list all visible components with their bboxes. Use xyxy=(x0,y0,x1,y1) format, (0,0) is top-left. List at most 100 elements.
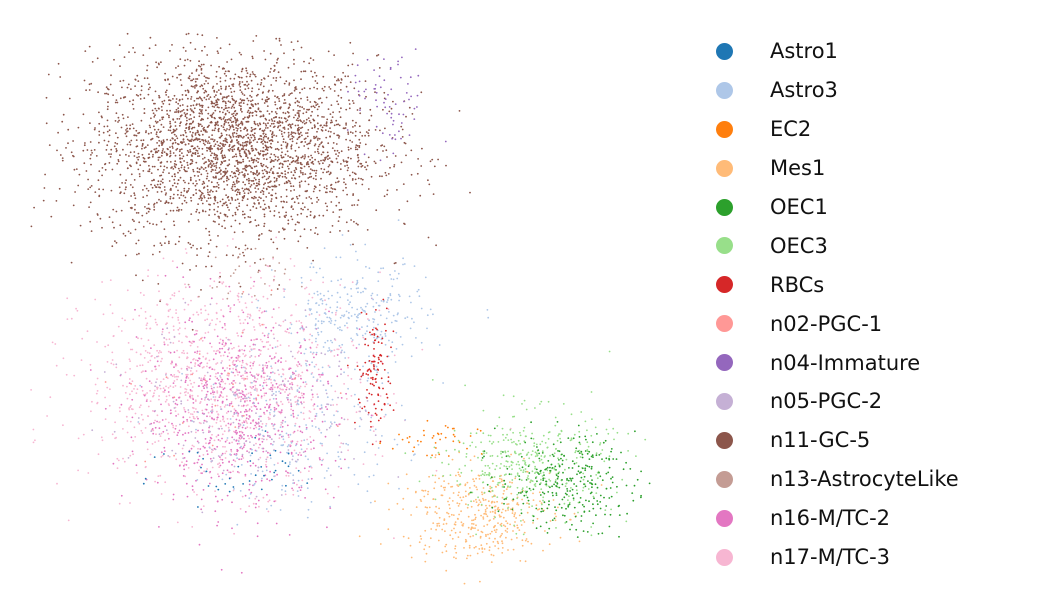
data-point xyxy=(152,112,155,115)
data-point xyxy=(169,109,172,112)
data-point xyxy=(278,390,280,393)
data-point xyxy=(307,163,310,166)
data-point xyxy=(231,527,233,530)
data-point xyxy=(205,170,208,172)
data-point xyxy=(189,395,191,398)
data-point xyxy=(202,180,205,183)
data-point xyxy=(296,351,299,354)
data-point xyxy=(192,244,195,247)
data-point xyxy=(236,332,239,335)
data-point xyxy=(279,76,282,79)
data-point xyxy=(305,428,308,431)
data-point xyxy=(205,140,207,143)
data-point xyxy=(343,286,346,289)
data-point xyxy=(249,209,252,212)
data-point xyxy=(314,151,316,153)
data-point xyxy=(235,135,238,138)
data-point xyxy=(134,78,137,81)
data-point xyxy=(249,315,252,317)
data-point xyxy=(308,313,311,316)
data-point xyxy=(215,302,218,305)
data-point xyxy=(250,287,252,290)
data-point xyxy=(292,185,295,188)
data-point xyxy=(200,382,203,385)
data-point xyxy=(189,176,192,179)
data-point xyxy=(304,156,306,158)
data-point xyxy=(343,371,345,374)
data-point xyxy=(287,167,290,170)
data-point xyxy=(136,365,139,367)
data-point xyxy=(135,351,138,354)
data-point xyxy=(280,130,283,133)
data-point xyxy=(213,116,216,119)
data-point xyxy=(165,385,167,388)
data-point xyxy=(211,113,214,116)
data-point xyxy=(337,123,340,126)
data-point xyxy=(203,384,206,387)
data-point xyxy=(215,177,217,179)
data-point xyxy=(266,110,269,112)
data-point xyxy=(203,45,206,48)
data-point xyxy=(283,237,286,240)
data-point xyxy=(219,47,222,49)
data-point xyxy=(249,75,251,78)
data-point xyxy=(245,362,248,365)
data-point xyxy=(170,202,173,205)
data-point xyxy=(315,135,318,138)
data-point xyxy=(113,226,115,229)
data-point xyxy=(309,411,312,413)
data-point xyxy=(198,103,201,105)
data-point xyxy=(137,239,140,242)
data-point xyxy=(324,129,327,132)
data-point xyxy=(342,159,345,162)
data-point xyxy=(160,493,163,495)
data-point xyxy=(374,162,377,165)
data-point xyxy=(240,120,243,123)
data-point xyxy=(285,120,287,123)
data-point xyxy=(326,209,328,212)
data-point xyxy=(275,398,278,400)
data-point xyxy=(229,101,232,104)
data-point xyxy=(239,127,242,129)
data-point xyxy=(215,245,218,248)
data-point xyxy=(190,447,193,450)
data-point xyxy=(217,144,220,147)
data-point xyxy=(400,125,403,128)
data-point xyxy=(242,311,245,314)
data-point xyxy=(120,209,123,212)
data-point xyxy=(296,112,299,114)
data-point xyxy=(228,163,231,166)
data-point xyxy=(246,84,249,87)
data-point xyxy=(178,429,181,432)
data-point xyxy=(165,395,168,398)
data-point xyxy=(190,361,192,364)
data-point xyxy=(300,70,303,73)
data-point xyxy=(163,343,166,346)
data-point xyxy=(386,156,388,158)
data-point xyxy=(309,333,312,336)
data-point xyxy=(221,343,224,346)
data-point xyxy=(186,119,188,122)
data-point xyxy=(343,127,346,130)
data-point xyxy=(242,457,245,459)
data-point xyxy=(206,95,209,97)
data-point xyxy=(285,80,288,83)
data-point xyxy=(306,135,309,138)
data-point xyxy=(196,440,199,443)
data-point xyxy=(108,162,111,164)
data-point xyxy=(292,208,294,211)
data-point xyxy=(221,461,224,464)
data-point xyxy=(283,94,286,97)
data-point xyxy=(252,105,255,108)
data-point xyxy=(275,408,278,410)
data-point xyxy=(166,138,169,141)
data-point xyxy=(168,99,171,101)
data-point xyxy=(220,132,223,135)
data-point xyxy=(238,350,241,352)
data-point xyxy=(415,337,417,339)
data-point xyxy=(193,445,195,448)
data-point xyxy=(261,98,264,101)
data-point xyxy=(104,345,107,348)
data-point xyxy=(290,408,292,411)
data-point xyxy=(208,98,210,100)
